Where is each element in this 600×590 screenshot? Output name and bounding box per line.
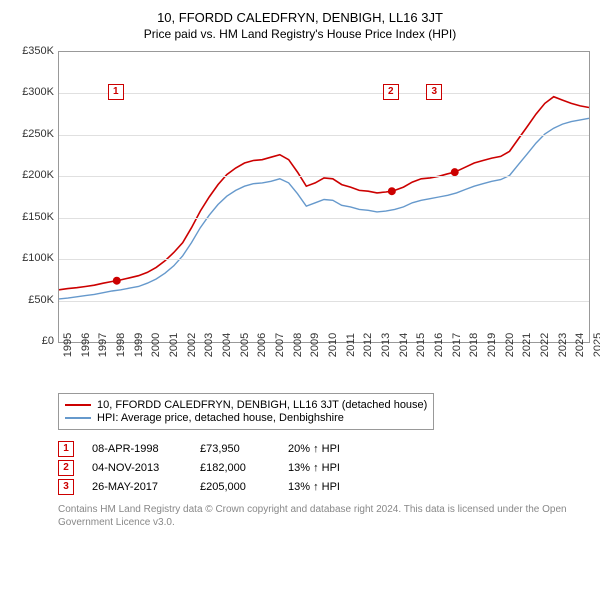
legend-label: 10, FFORDD CALEDFRYN, DENBIGH, LL16 3JT … xyxy=(97,399,427,411)
x-tick-label: 2010 xyxy=(327,333,339,357)
tx-price: £205,000 xyxy=(200,481,270,493)
x-tick-label: 2017 xyxy=(451,333,463,357)
x-tick-label: 2018 xyxy=(468,333,480,357)
x-tick-label: 2000 xyxy=(150,333,162,357)
chart-subtitle: Price paid vs. HM Land Registry's House … xyxy=(8,27,592,41)
flag-marker: 1 xyxy=(108,84,124,100)
price-marker xyxy=(388,187,396,195)
y-tick-label: £150K xyxy=(8,211,54,223)
x-tick-label: 2025 xyxy=(592,333,600,357)
x-tick-label: 2012 xyxy=(362,333,374,357)
x-tick-label: 2008 xyxy=(292,333,304,357)
tx-flag: 2 xyxy=(58,460,74,476)
tx-hpi: 20% ↑ HPI xyxy=(288,443,368,455)
legend-label: HPI: Average price, detached house, Denb… xyxy=(97,412,344,424)
x-tick-label: 2004 xyxy=(221,333,233,357)
x-tick-label: 1997 xyxy=(97,333,109,357)
x-tick-label: 1998 xyxy=(115,333,127,357)
y-tick-label: £350K xyxy=(8,45,54,57)
price-marker xyxy=(451,168,459,176)
y-tick-label: £0 xyxy=(8,335,54,347)
footnote: Contains HM Land Registry data © Crown c… xyxy=(58,503,578,529)
tx-hpi: 13% ↑ HPI xyxy=(288,462,368,474)
y-tick-label: £200K xyxy=(8,169,54,181)
flag-marker: 2 xyxy=(383,84,399,100)
y-tick-label: £50K xyxy=(8,294,54,306)
series-line xyxy=(59,118,589,299)
transaction-table: 1 08-APR-1998 £73,950 20% ↑ HPI 2 04-NOV-2013… xyxy=(58,441,592,495)
x-tick-label: 2019 xyxy=(486,333,498,357)
x-tick-label: 2014 xyxy=(398,333,410,357)
tx-date: 26-MAY-2017 xyxy=(92,481,182,493)
x-tick-label: 2015 xyxy=(415,333,427,357)
legend-swatch xyxy=(65,417,91,419)
tx-hpi: 13% ↑ HPI xyxy=(288,481,368,493)
chart-svg xyxy=(59,52,589,342)
flag-marker: 3 xyxy=(426,84,442,100)
transaction-row: 2 04-NOV-2013 £182,000 13% ↑ HPI xyxy=(58,460,592,476)
tx-date: 04-NOV-2013 xyxy=(92,462,182,474)
x-tick-label: 2013 xyxy=(380,333,392,357)
legend-swatch xyxy=(65,404,91,406)
y-tick-label: £100K xyxy=(8,252,54,264)
x-tick-label: 2020 xyxy=(504,333,516,357)
x-tick-label: 2006 xyxy=(256,333,268,357)
y-tick-label: £250K xyxy=(8,128,54,140)
x-tick-label: 2001 xyxy=(168,333,180,357)
x-tick-label: 1996 xyxy=(80,333,92,357)
x-tick-label: 2024 xyxy=(574,333,586,357)
y-tick-label: £300K xyxy=(8,86,54,98)
tx-date: 08-APR-1998 xyxy=(92,443,182,455)
series-line xyxy=(59,97,589,290)
chart-title: 10, FFORDD CALEDFRYN, DENBIGH, LL16 3JT xyxy=(8,10,592,25)
plot-area xyxy=(58,51,590,343)
price-marker xyxy=(113,277,121,285)
x-tick-label: 2023 xyxy=(557,333,569,357)
x-tick-label: 2005 xyxy=(239,333,251,357)
x-tick-label: 1999 xyxy=(133,333,145,357)
tx-flag: 1 xyxy=(58,441,74,457)
legend-item: HPI: Average price, detached house, Denb… xyxy=(65,412,427,424)
x-tick-label: 2022 xyxy=(539,333,551,357)
tx-price: £73,950 xyxy=(200,443,270,455)
x-tick-label: 2009 xyxy=(309,333,321,357)
x-tick-label: 2007 xyxy=(274,333,286,357)
transaction-row: 1 08-APR-1998 £73,950 20% ↑ HPI xyxy=(58,441,592,457)
chart-area: £0 £50K £100K £150K £200K £250K £300K £350K 1995… xyxy=(8,47,592,387)
x-tick-label: 2016 xyxy=(433,333,445,357)
x-tick-label: 1995 xyxy=(62,333,74,357)
legend: 10, FFORDD CALEDFRYN, DENBIGH, LL16 3JT … xyxy=(58,393,434,430)
tx-flag: 3 xyxy=(58,479,74,495)
tx-price: £182,000 xyxy=(200,462,270,474)
transaction-row: 3 26-MAY-2017 £205,000 13% ↑ HPI xyxy=(58,479,592,495)
x-tick-label: 2003 xyxy=(203,333,215,357)
x-tick-label: 2021 xyxy=(521,333,533,357)
legend-item: 10, FFORDD CALEDFRYN, DENBIGH, LL16 3JT … xyxy=(65,399,427,411)
x-tick-label: 2002 xyxy=(186,333,198,357)
x-tick-label: 2011 xyxy=(345,333,357,357)
